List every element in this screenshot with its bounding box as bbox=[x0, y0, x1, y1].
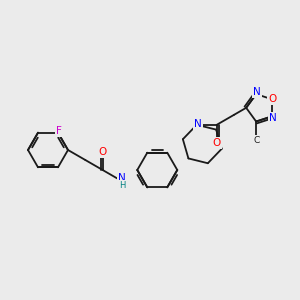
Text: O: O bbox=[213, 138, 221, 148]
Text: N: N bbox=[253, 87, 261, 97]
Text: F: F bbox=[56, 126, 62, 136]
Text: H: H bbox=[119, 181, 125, 190]
Text: N: N bbox=[194, 119, 202, 129]
Text: N: N bbox=[118, 173, 126, 183]
Text: O: O bbox=[98, 147, 107, 157]
Text: C: C bbox=[253, 136, 259, 145]
Text: N: N bbox=[269, 113, 277, 123]
Text: O: O bbox=[268, 94, 276, 104]
